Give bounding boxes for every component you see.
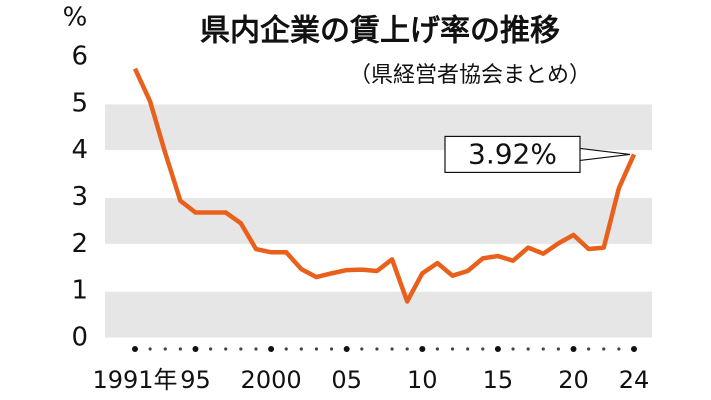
- x-dot: [602, 347, 606, 351]
- x-tick: [419, 346, 426, 352]
- x-dot: [526, 347, 530, 351]
- callout-pointer: [579, 147, 631, 162]
- x-dot: [329, 347, 334, 351]
- band: [105, 197, 652, 245]
- plot-background: [105, 56, 652, 339]
- y-tick-label: 1: [71, 276, 88, 306]
- line: [132, 67, 637, 304]
- x-dot: [556, 347, 560, 351]
- x-dot: [617, 347, 621, 351]
- x-dot: [511, 347, 515, 351]
- x-dot: [405, 347, 409, 351]
- x-dot: [209, 347, 213, 351]
- x-tick: [570, 346, 577, 352]
- x-dot: [435, 347, 440, 351]
- x-dot: [360, 347, 364, 351]
- x-tick: [631, 346, 637, 352]
- x-dot: [375, 347, 379, 351]
- x-tick-label: 95: [180, 366, 211, 394]
- x-tick-label: 20: [558, 366, 589, 394]
- x-dot: [163, 347, 167, 351]
- y-tick-label: 5: [71, 88, 88, 118]
- y-unit: %: [63, 3, 88, 33]
- x-dot: [541, 347, 545, 351]
- callout: 3.92%: [444, 135, 631, 174]
- x-dot: [148, 347, 152, 351]
- x-dot: [450, 347, 455, 351]
- x-dot: [587, 347, 591, 351]
- y-tick-label: 6: [71, 42, 88, 72]
- chart-subtitle: （県経営者協会まとめ）: [349, 63, 591, 88]
- x-tick: [192, 346, 199, 352]
- callout-box: [444, 135, 581, 174]
- x-dot: [390, 347, 394, 351]
- x-dot: [481, 347, 485, 351]
- x-tick-label: 05: [331, 366, 362, 394]
- x-dot: [239, 347, 243, 351]
- x-dot: [224, 347, 228, 351]
- x-tick-label: 2000: [241, 366, 302, 394]
- x-tick: [268, 346, 275, 352]
- y-tick-label: 3: [71, 182, 88, 212]
- x-tick: [343, 346, 350, 352]
- x-tick: [494, 346, 501, 352]
- y-tick-label: 0: [71, 323, 88, 353]
- x-tick-label: 10: [407, 366, 438, 394]
- band: [105, 291, 652, 338]
- chart-title: 県内企業の賃上げ率の推移: [200, 14, 560, 49]
- x-dot: [466, 347, 470, 351]
- y-tick-label: 2: [71, 229, 88, 259]
- x-dot: [178, 347, 182, 351]
- x-tick-label: 24: [619, 366, 650, 394]
- value-label: 3.92%: [468, 137, 557, 170]
- x-tick: [132, 346, 138, 352]
- x-tick-label: 15: [483, 366, 514, 394]
- y-tick-label: 4: [71, 135, 88, 165]
- x-dot: [284, 347, 288, 351]
- x-dot: [299, 347, 303, 351]
- x-tick-label: 1991年: [92, 366, 177, 394]
- x-dot: [254, 347, 258, 351]
- x-dot: [314, 347, 319, 351]
